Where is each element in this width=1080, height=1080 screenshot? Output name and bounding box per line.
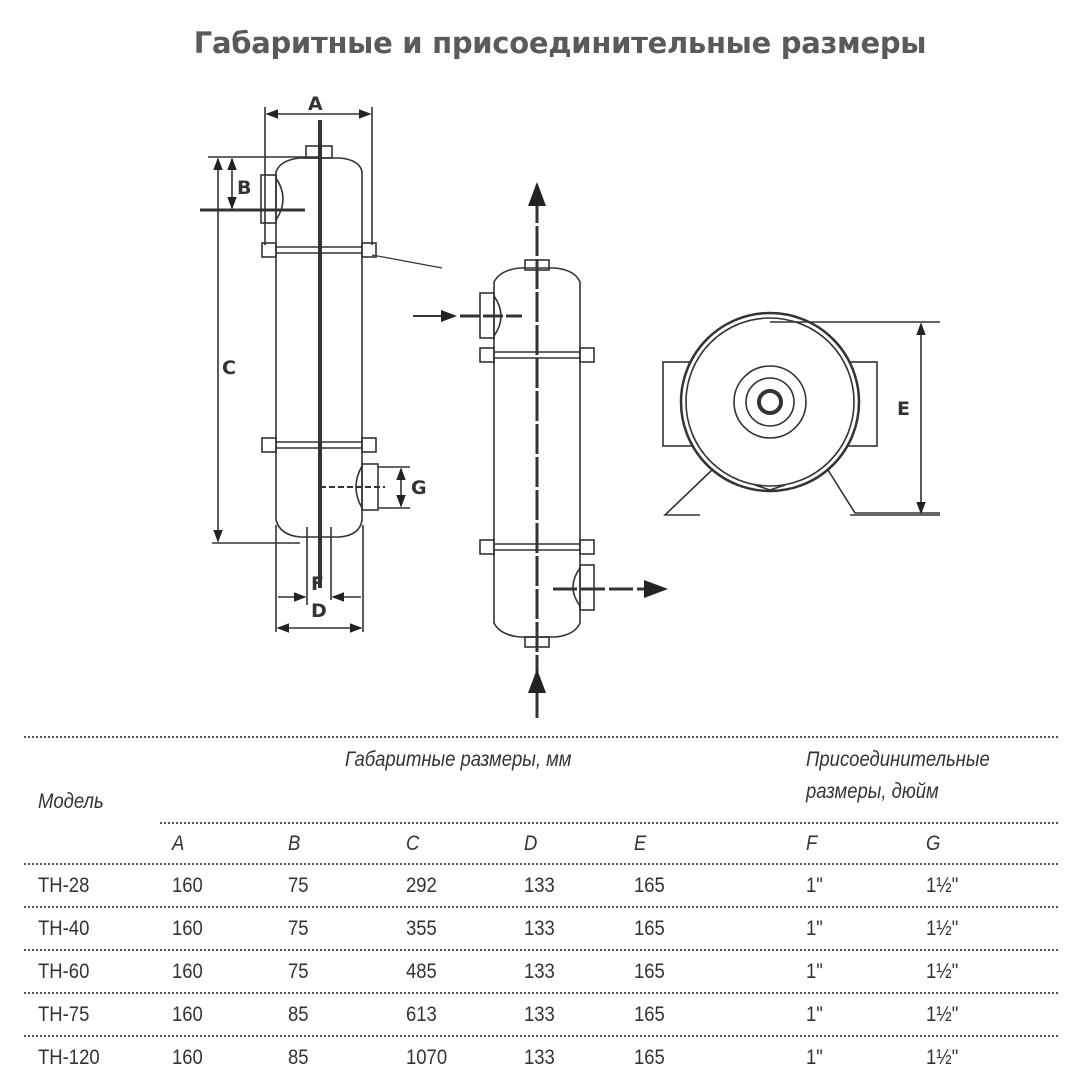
dimension-drawing: A B C F D G E: [200, 93, 940, 718]
value-cell: 85: [288, 1003, 309, 1026]
label-d: D: [311, 600, 327, 622]
value-cell: 133: [524, 1003, 555, 1026]
value-cell: 75: [288, 917, 309, 940]
model-header: Модель: [38, 790, 104, 813]
value-cell: 85: [288, 1046, 309, 1069]
value-cell: 1½": [926, 1046, 959, 1069]
label-f: F: [311, 573, 324, 595]
label-c: C: [222, 357, 236, 379]
value-cell: 292: [406, 874, 437, 897]
label-e: E: [897, 398, 910, 420]
model-cell: ТН-120: [38, 1046, 100, 1069]
model-cell: ТН-28: [38, 874, 90, 897]
value-cell: 160: [172, 874, 203, 897]
value-cell: 1": [806, 960, 823, 983]
value-cell: 1": [806, 917, 823, 940]
value-cell: 1": [806, 874, 823, 897]
value-cell: 160: [172, 1003, 203, 1026]
value-cell: 133: [524, 917, 555, 940]
column-header: A: [172, 832, 185, 855]
value-cell: 165: [634, 917, 665, 940]
value-cell: 75: [288, 874, 309, 897]
group-header-connections-unit: размеры, дюйм: [806, 780, 939, 803]
value-cell: 75: [288, 960, 309, 983]
value-cell: 1070: [406, 1046, 448, 1069]
column-header: F: [806, 832, 818, 855]
value-cell: 133: [524, 874, 555, 897]
model-cell: ТН-60: [38, 960, 90, 983]
label-g: G: [411, 477, 427, 499]
value-cell: 1½": [926, 917, 959, 940]
value-cell: 160: [172, 960, 203, 983]
side-view-dimensioned: [200, 107, 443, 633]
model-cell: ТН-75: [38, 1003, 90, 1026]
column-header: D: [524, 832, 538, 855]
value-cell: 485: [406, 960, 437, 983]
value-cell: 1½": [926, 1003, 959, 1026]
label-b: B: [237, 177, 251, 199]
value-cell: 165: [634, 1003, 665, 1026]
value-cell: 160: [172, 917, 203, 940]
value-cell: 1": [806, 1003, 823, 1026]
model-cell: ТН-40: [38, 917, 90, 940]
group-header-dimensions: Габаритные размеры, мм: [345, 748, 572, 771]
value-cell: 1½": [926, 874, 959, 897]
label-a: A: [308, 93, 323, 115]
value-cell: 1": [806, 1046, 823, 1069]
column-header: C: [406, 832, 420, 855]
value-cell: 165: [634, 874, 665, 897]
group-header-connections: Присоединительные: [806, 748, 990, 771]
value-cell: 133: [524, 960, 555, 983]
value-cell: 355: [406, 917, 437, 940]
value-cell: 165: [634, 960, 665, 983]
page-title: Габаритные и присоединительные размеры: [193, 26, 927, 60]
column-header: E: [634, 832, 647, 855]
top-view: [662, 311, 940, 516]
column-header: G: [926, 832, 941, 855]
value-cell: 160: [172, 1046, 203, 1069]
value-cell: 133: [524, 1046, 555, 1069]
column-header: B: [288, 832, 301, 855]
side-view-flow: [413, 182, 668, 718]
value-cell: 1½": [926, 960, 959, 983]
value-cell: 613: [406, 1003, 437, 1026]
value-cell: 165: [634, 1046, 665, 1069]
